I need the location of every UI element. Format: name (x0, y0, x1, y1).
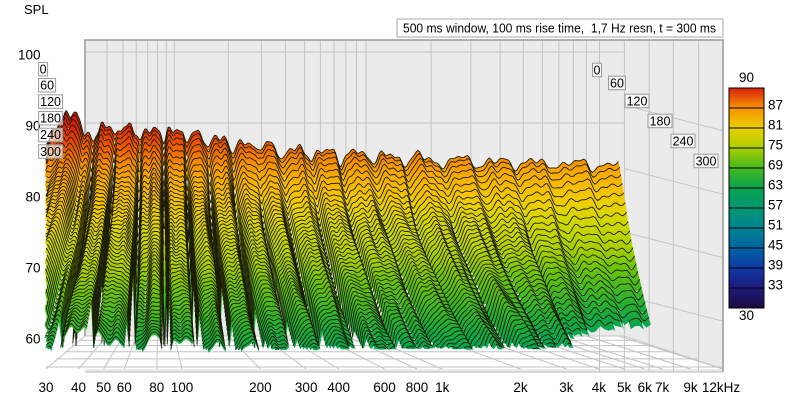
svg-text:120: 120 (40, 95, 61, 109)
svg-text:240: 240 (40, 128, 61, 142)
svg-text:80: 80 (25, 190, 40, 205)
svg-text:3k: 3k (559, 380, 574, 395)
svg-text:0: 0 (594, 63, 601, 77)
svg-text:87: 87 (768, 98, 783, 113)
svg-text:33: 33 (768, 278, 783, 293)
svg-text:63: 63 (768, 178, 783, 193)
svg-text:60: 60 (40, 79, 54, 93)
svg-text:12kHz: 12kHz (702, 380, 741, 395)
svg-text:500 ms window, 100 ms rise tim: 500 ms window, 100 ms rise time, 1,7 Hz … (403, 21, 716, 36)
svg-text:60: 60 (117, 380, 132, 395)
svg-text:2k: 2k (513, 380, 528, 395)
svg-text:30: 30 (739, 308, 754, 323)
svg-text:51: 51 (768, 218, 783, 233)
svg-text:80: 80 (149, 380, 164, 395)
svg-text:50: 50 (96, 380, 111, 395)
svg-text:1k: 1k (435, 380, 450, 395)
svg-text:800: 800 (406, 380, 429, 395)
svg-text:100: 100 (18, 48, 41, 63)
svg-text:9k: 9k (683, 380, 698, 395)
svg-text:5k: 5k (617, 380, 632, 395)
svg-text:300: 300 (295, 380, 318, 395)
svg-text:120: 120 (627, 94, 648, 108)
svg-text:300: 300 (696, 154, 717, 168)
svg-text:4k: 4k (592, 380, 607, 395)
svg-text:240: 240 (673, 134, 694, 148)
svg-text:180: 180 (40, 112, 61, 126)
svg-text:60: 60 (610, 76, 624, 90)
svg-text:6k: 6k (638, 380, 653, 395)
svg-text:75: 75 (768, 138, 783, 153)
svg-text:180: 180 (650, 114, 671, 128)
svg-text:600: 600 (373, 380, 396, 395)
svg-text:45: 45 (768, 238, 783, 253)
svg-text:69: 69 (768, 158, 783, 173)
svg-text:39: 39 (768, 258, 783, 273)
svg-text:90: 90 (739, 70, 754, 85)
svg-text:300: 300 (40, 145, 61, 159)
svg-text:90: 90 (25, 119, 40, 134)
svg-text:200: 200 (249, 380, 272, 395)
svg-text:60: 60 (25, 332, 40, 347)
svg-text:SPL: SPL (24, 2, 49, 17)
svg-text:81: 81 (768, 118, 783, 133)
svg-text:400: 400 (327, 380, 350, 395)
svg-text:0: 0 (40, 63, 47, 77)
svg-text:57: 57 (768, 198, 783, 213)
svg-text:40: 40 (71, 380, 86, 395)
svg-text:7k: 7k (655, 380, 670, 395)
svg-text:70: 70 (25, 261, 40, 276)
svg-text:100: 100 (171, 380, 194, 395)
svg-text:30: 30 (38, 380, 53, 395)
